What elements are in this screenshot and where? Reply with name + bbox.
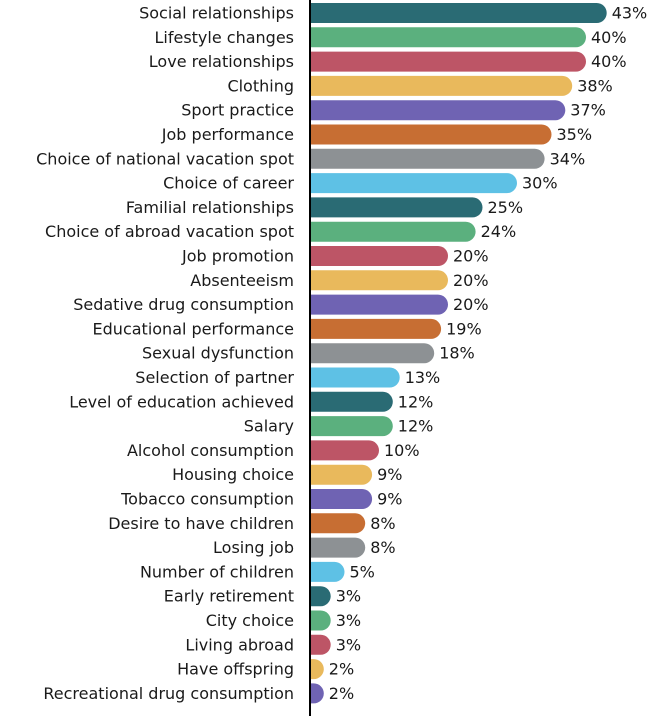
- bar-job-promotion: [310, 246, 448, 266]
- category-label: Salary: [244, 417, 294, 436]
- bar-have-offspring: [310, 659, 324, 680]
- value-labels: 43% 40% 40% 38% 37% 35% 34% 30% 25% 24% 20% 20% 20% 1…: [329, 4, 647, 703]
- bar-desire-to-have-children: [310, 513, 366, 534]
- bar-choice-of-abroad-vacation-spot: [310, 221, 476, 242]
- value-label: 20%: [453, 295, 489, 314]
- category-label: Level of education achieved: [69, 392, 294, 411]
- category-label: Educational performance: [93, 319, 294, 338]
- bar-recreational-drug-consumption: [310, 683, 324, 704]
- category-label: City choice: [206, 611, 294, 630]
- bar-lifestyle-changes: [310, 27, 586, 48]
- value-label: 2%: [329, 660, 354, 679]
- bar-tobacco-consumption: [310, 489, 373, 509]
- bar-housing-choice: [310, 464, 373, 485]
- value-label: 37%: [570, 101, 606, 120]
- value-label: 38%: [577, 76, 613, 95]
- bar-selection-of-partner: [310, 367, 400, 388]
- category-label: Selection of partner: [135, 368, 294, 387]
- category-label: Recreational drug consumption: [43, 684, 294, 703]
- bar-educational-performance: [310, 318, 442, 339]
- value-label: 43%: [612, 4, 648, 23]
- category-label: Choice of national vacation spot: [36, 149, 294, 168]
- category-label: Job promotion: [181, 247, 294, 266]
- bar-absenteeism: [310, 270, 448, 291]
- value-label: 24%: [481, 222, 517, 241]
- value-label: 3%: [336, 611, 361, 630]
- value-label: 12%: [398, 417, 434, 436]
- bar-job-performance: [310, 124, 552, 145]
- category-label: Sexual dysfunction: [142, 344, 294, 363]
- category-label: Absenteeism: [190, 271, 294, 290]
- bar-sexual-dysfunction: [310, 343, 435, 364]
- value-label: 35%: [557, 125, 593, 144]
- category-label: Social relationships: [139, 4, 294, 23]
- bar-losing-job: [310, 537, 366, 558]
- value-label: 2%: [329, 684, 354, 703]
- bar-level-of-education-achieved: [310, 391, 393, 412]
- bars-group: [310, 3, 607, 704]
- category-label: Tobacco consumption: [120, 490, 294, 509]
- bar-living-abroad: [310, 634, 331, 655]
- value-label: 30%: [522, 174, 558, 193]
- value-label: 20%: [453, 247, 489, 266]
- value-label: 8%: [370, 514, 395, 533]
- category-label: Love relationships: [149, 52, 294, 71]
- bar-sport-practice: [310, 100, 566, 121]
- bar-clothing: [310, 75, 573, 96]
- category-label: Losing job: [213, 538, 294, 557]
- category-label: Job performance: [161, 125, 294, 144]
- bar-alcohol-consumption: [310, 440, 379, 461]
- value-label: 40%: [591, 52, 627, 71]
- category-label: Early retirement: [164, 587, 294, 606]
- category-label: Choice of abroad vacation spot: [45, 222, 294, 241]
- value-label: 13%: [405, 368, 441, 387]
- category-label: Alcohol consumption: [127, 441, 294, 460]
- bar-early-retirement: [310, 586, 331, 607]
- category-label: Number of children: [140, 562, 294, 581]
- bar-familial-relationships: [310, 197, 483, 218]
- value-label: 5%: [350, 562, 375, 581]
- bar-salary: [310, 416, 393, 437]
- bar-social-relationships: [310, 3, 607, 23]
- value-label: 12%: [398, 392, 434, 411]
- bar-number-of-children: [310, 561, 345, 582]
- value-label: 25%: [488, 198, 524, 217]
- value-label: 9%: [377, 465, 402, 484]
- value-label: 8%: [370, 538, 395, 557]
- bar-choice-of-career: [310, 173, 517, 194]
- category-label: Sport practice: [181, 101, 294, 120]
- category-label: Have offspring: [177, 660, 294, 679]
- category-labels: Social relationships Lifestyle changes Lov…: [36, 4, 294, 703]
- value-label: 3%: [336, 587, 361, 606]
- value-label: 3%: [336, 635, 361, 654]
- category-label: Choice of career: [163, 174, 294, 193]
- value-label: 20%: [453, 271, 489, 290]
- category-label: Desire to have children: [108, 514, 294, 533]
- bar-choice-of-national-vacation-spot: [310, 148, 545, 169]
- value-label: 9%: [377, 490, 402, 509]
- category-label: Living abroad: [185, 635, 294, 654]
- bar-sedative-drug-consumption: [310, 294, 448, 315]
- value-label: 40%: [591, 28, 627, 47]
- category-label: Familial relationships: [126, 198, 294, 217]
- value-label: 18%: [439, 344, 475, 363]
- value-label: 10%: [384, 441, 420, 460]
- value-label: 34%: [550, 149, 586, 168]
- category-label: Sedative drug consumption: [73, 295, 294, 314]
- bar-love-relationships: [310, 51, 586, 72]
- category-label: Housing choice: [172, 465, 294, 484]
- category-label: Clothing: [227, 76, 294, 95]
- category-label: Lifestyle changes: [154, 28, 294, 47]
- value-label: 19%: [446, 319, 482, 338]
- bar-city-choice: [310, 610, 331, 631]
